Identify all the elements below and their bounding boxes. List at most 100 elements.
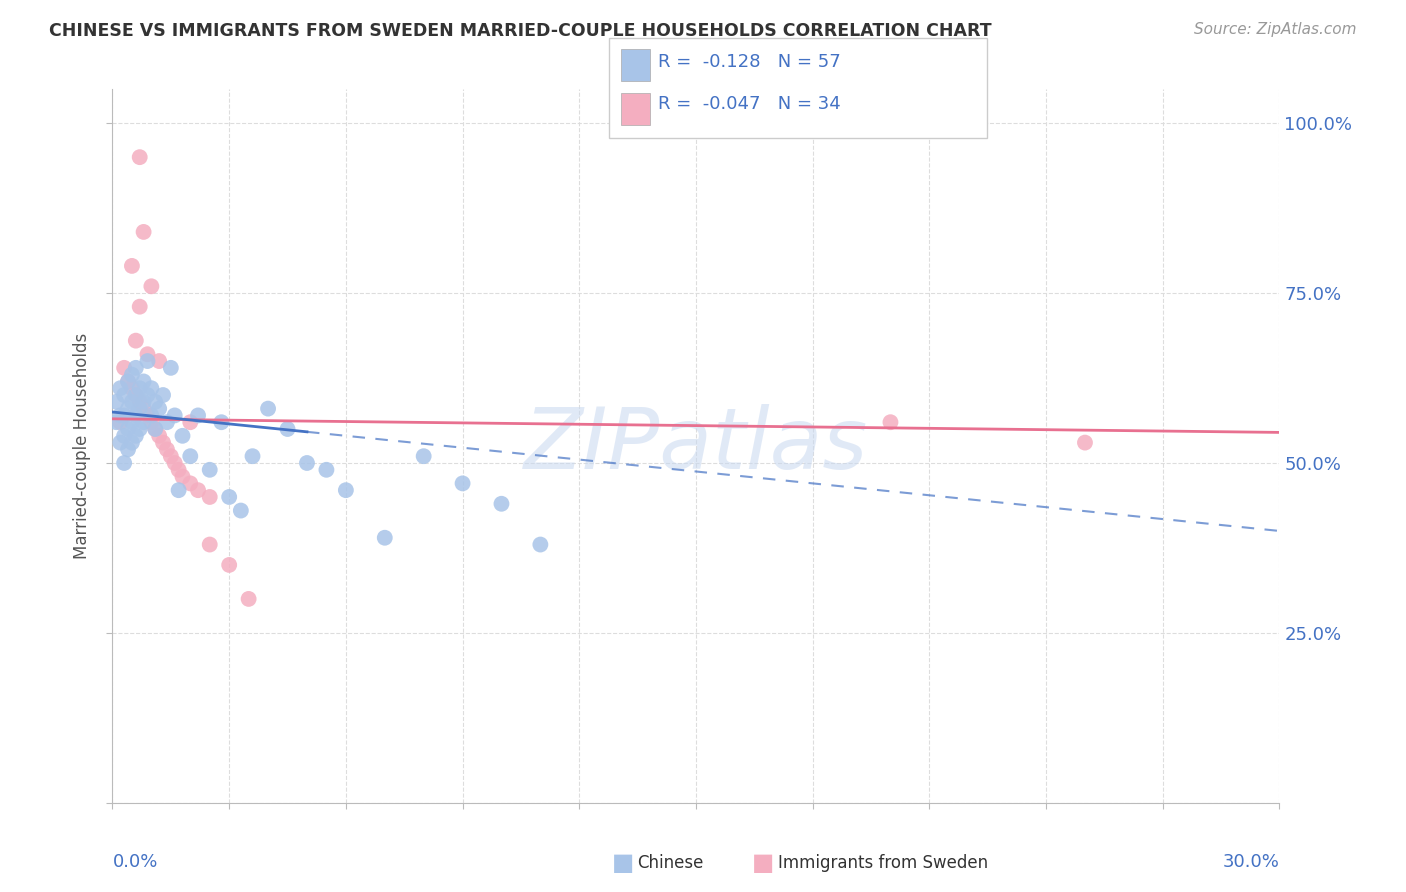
- Point: [1074, 435, 1097, 450]
- Point: [160, 360, 183, 375]
- Point: [112, 429, 135, 443]
- Point: [112, 409, 135, 423]
- Point: [148, 354, 170, 368]
- Text: Chinese: Chinese: [637, 854, 703, 871]
- Point: [121, 368, 143, 382]
- Point: [117, 375, 139, 389]
- Point: [172, 469, 194, 483]
- Point: [374, 531, 396, 545]
- Point: [121, 381, 143, 395]
- Point: [117, 375, 139, 389]
- Point: [315, 463, 337, 477]
- Point: [335, 483, 357, 498]
- Text: R =  -0.047   N = 34: R = -0.047 N = 34: [658, 95, 841, 113]
- Text: 30.0%: 30.0%: [1223, 853, 1279, 871]
- Point: [125, 388, 148, 402]
- Point: [167, 463, 190, 477]
- Point: [121, 435, 143, 450]
- Point: [112, 388, 135, 402]
- Point: [172, 429, 194, 443]
- Text: R =  -0.128   N = 57: R = -0.128 N = 57: [658, 53, 841, 70]
- Point: [105, 415, 128, 429]
- Point: [152, 435, 174, 450]
- Point: [136, 388, 159, 402]
- Point: [148, 429, 170, 443]
- Text: 0.0%: 0.0%: [112, 853, 157, 871]
- Point: [143, 422, 166, 436]
- Point: [187, 409, 209, 423]
- Point: [198, 490, 221, 504]
- Point: [125, 334, 148, 348]
- Point: [110, 415, 132, 429]
- Point: [121, 415, 143, 429]
- Point: [218, 558, 240, 572]
- Point: [117, 422, 139, 436]
- Point: [125, 360, 148, 375]
- Point: [141, 409, 163, 423]
- Point: [128, 300, 150, 314]
- Point: [198, 537, 221, 551]
- Point: [879, 415, 901, 429]
- Text: ■: ■: [612, 851, 634, 874]
- Point: [141, 279, 163, 293]
- Point: [143, 422, 166, 436]
- Point: [141, 415, 163, 429]
- Point: [143, 394, 166, 409]
- Text: Source: ZipAtlas.com: Source: ZipAtlas.com: [1194, 22, 1357, 37]
- Point: [242, 449, 264, 463]
- Point: [125, 409, 148, 423]
- Text: ZIPatlas: ZIPatlas: [524, 404, 868, 488]
- Text: CHINESE VS IMMIGRANTS FROM SWEDEN MARRIED-COUPLE HOUSEHOLDS CORRELATION CHART: CHINESE VS IMMIGRANTS FROM SWEDEN MARRIE…: [49, 22, 991, 40]
- Point: [125, 388, 148, 402]
- Point: [141, 381, 163, 395]
- Point: [238, 591, 260, 606]
- Text: ■: ■: [752, 851, 775, 874]
- Point: [136, 409, 159, 423]
- Point: [105, 394, 128, 409]
- Point: [128, 381, 150, 395]
- Point: [110, 435, 132, 450]
- Point: [136, 347, 159, 361]
- Point: [136, 354, 159, 368]
- Point: [412, 449, 434, 463]
- Point: [276, 422, 298, 436]
- Point: [112, 360, 135, 375]
- Point: [218, 490, 240, 504]
- Point: [121, 259, 143, 273]
- Point: [295, 456, 318, 470]
- Point: [209, 415, 232, 429]
- Point: [451, 476, 474, 491]
- Point: [167, 483, 190, 498]
- Point: [117, 442, 139, 457]
- Point: [179, 449, 201, 463]
- Point: [110, 381, 132, 395]
- Point: [152, 388, 174, 402]
- Point: [128, 422, 150, 436]
- Point: [128, 150, 150, 164]
- Point: [179, 415, 201, 429]
- Point: [132, 401, 155, 416]
- Point: [121, 394, 143, 409]
- Point: [156, 442, 179, 457]
- Point: [112, 456, 135, 470]
- Point: [148, 401, 170, 416]
- Point: [160, 449, 183, 463]
- Point: [132, 375, 155, 389]
- Point: [156, 415, 179, 429]
- Point: [132, 415, 155, 429]
- Point: [128, 394, 150, 409]
- Point: [132, 225, 155, 239]
- Point: [163, 409, 186, 423]
- Point: [163, 456, 186, 470]
- Point: [179, 476, 201, 491]
- Point: [132, 394, 155, 409]
- Point: [128, 401, 150, 416]
- Y-axis label: Married-couple Households: Married-couple Households: [73, 333, 91, 559]
- Point: [117, 401, 139, 416]
- Point: [110, 409, 132, 423]
- Point: [187, 483, 209, 498]
- Point: [529, 537, 551, 551]
- Point: [229, 503, 252, 517]
- Point: [257, 401, 280, 416]
- Point: [125, 429, 148, 443]
